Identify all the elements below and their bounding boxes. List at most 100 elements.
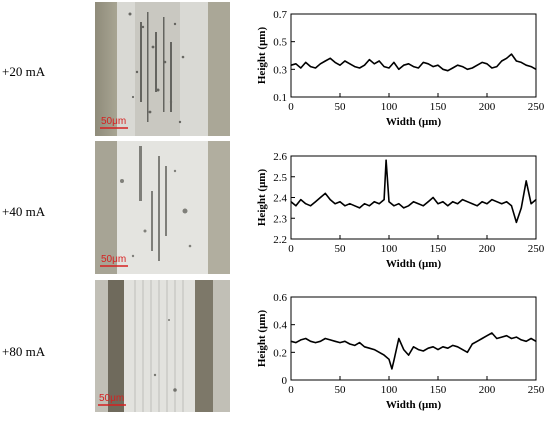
data-point [305, 337, 307, 340]
data-point [447, 347, 449, 349]
data-point [359, 67, 361, 69]
data-point [393, 205, 395, 207]
data-point [442, 68, 444, 70]
data-point [481, 201, 483, 203]
data-point [378, 203, 380, 205]
data-point [496, 65, 498, 68]
data-point [295, 63, 297, 65]
y-tick-label: 0.4 [273, 320, 287, 332]
data-point [471, 67, 473, 69]
data-point [432, 196, 434, 199]
data-point [349, 63, 351, 65]
data-point [491, 198, 493, 201]
data-point [457, 203, 459, 205]
data-point [535, 340, 537, 342]
data-point [354, 65, 356, 68]
data-point [525, 340, 527, 342]
data-point [310, 65, 312, 68]
data-point [452, 201, 454, 203]
data-point [329, 198, 331, 201]
data-point [535, 68, 537, 70]
data-point [290, 64, 292, 66]
x-tick-label: 200 [479, 101, 496, 113]
data-point [427, 201, 429, 203]
y-axis-title: Height (μm) [256, 310, 268, 368]
y-axis-title: Height (μm) [256, 27, 268, 85]
data-point [319, 340, 321, 342]
x-axis-title: Width (μm) [386, 258, 442, 270]
data-point [486, 63, 488, 65]
micrograph-20ma-image [95, 2, 230, 136]
data-point [385, 159, 387, 161]
data-point [339, 342, 341, 344]
scale-bar-label: 50μm [99, 393, 125, 404]
data-point [383, 354, 385, 356]
data-point [510, 337, 513, 340]
data-point [530, 65, 532, 68]
x-tick-label: 100 [381, 384, 398, 396]
data-point [496, 201, 498, 203]
data-point [349, 203, 351, 205]
series-line [290, 159, 537, 224]
data-point [427, 63, 429, 65]
data-point [339, 64, 341, 66]
data-point [427, 347, 429, 349]
data-point [471, 203, 473, 205]
data-point [466, 68, 468, 70]
data-point [461, 65, 464, 68]
height-profile-chart-40ma: 0 50 100 150 200 250 2.2 2.3 2.4 2.5 2.6 Width (μm)… [255, 142, 545, 285]
series-line [290, 53, 537, 72]
data-point [466, 351, 468, 353]
x-tick-label: 50 [335, 384, 347, 396]
x-axis-title: Width (μm) [386, 116, 442, 128]
data-point [408, 205, 410, 207]
y-tick-label: 0.5 [273, 37, 287, 49]
data-point [319, 196, 321, 199]
data-point [447, 205, 449, 207]
x-tick-label: 150 [430, 101, 447, 113]
y-tick-label: 2.3 [273, 213, 287, 225]
data-point [359, 342, 361, 344]
data-point [300, 198, 302, 201]
data-point [408, 354, 410, 356]
row-label-20ma: +20 mA [2, 64, 46, 79]
data-point [491, 67, 493, 69]
data-point [476, 205, 478, 207]
data-point [506, 201, 508, 203]
x-tick-label: 50 [335, 243, 347, 255]
data-point [457, 346, 459, 348]
data-point [525, 180, 527, 182]
data-point [452, 344, 454, 347]
data-point [329, 57, 331, 59]
x-tick-label: 0 [288, 384, 294, 396]
height-profile-chart-40ma-svg: 0 50 100 150 200 250 2.2 2.3 2.4 2.5 2.6 Width (μm)… [256, 151, 545, 270]
data-point [491, 332, 493, 334]
data-point [354, 344, 356, 347]
data-point [329, 339, 331, 341]
height-profile-chart-80ma-svg: 0 50 100 150 200 250 0 0.2 0.4 0.6 Width (μm) Heigh… [256, 292, 545, 411]
height-profile-chart-20ma-svg: 0 50 100 150 200 250 0.1 0.3 0.5 0.7 Width (μm) Hei… [256, 9, 545, 128]
data-point [515, 60, 517, 62]
data-point [363, 346, 366, 348]
data-point [344, 340, 346, 342]
data-point [373, 63, 375, 65]
data-point [295, 205, 297, 207]
data-point [520, 207, 522, 209]
height-profile-chart-80ma: 0 50 100 150 200 250 0 0.2 0.4 0.6 Width (μm) Heigh… [255, 283, 545, 426]
plot-frame [290, 296, 537, 381]
data-point [461, 348, 464, 351]
data-point [314, 201, 317, 203]
x-tick-label: 100 [381, 101, 398, 113]
data-point [363, 203, 366, 205]
y-tick-label: 2.5 [273, 172, 287, 184]
data-point [481, 337, 483, 340]
y-tick-label: 0 [282, 375, 288, 387]
data-point [417, 67, 419, 69]
data-point [334, 203, 336, 205]
data-point [368, 59, 370, 61]
data-point [486, 335, 488, 337]
data-point [442, 346, 444, 348]
data-point [290, 340, 292, 342]
data-point [403, 348, 405, 351]
x-tick-label: 200 [479, 384, 496, 396]
